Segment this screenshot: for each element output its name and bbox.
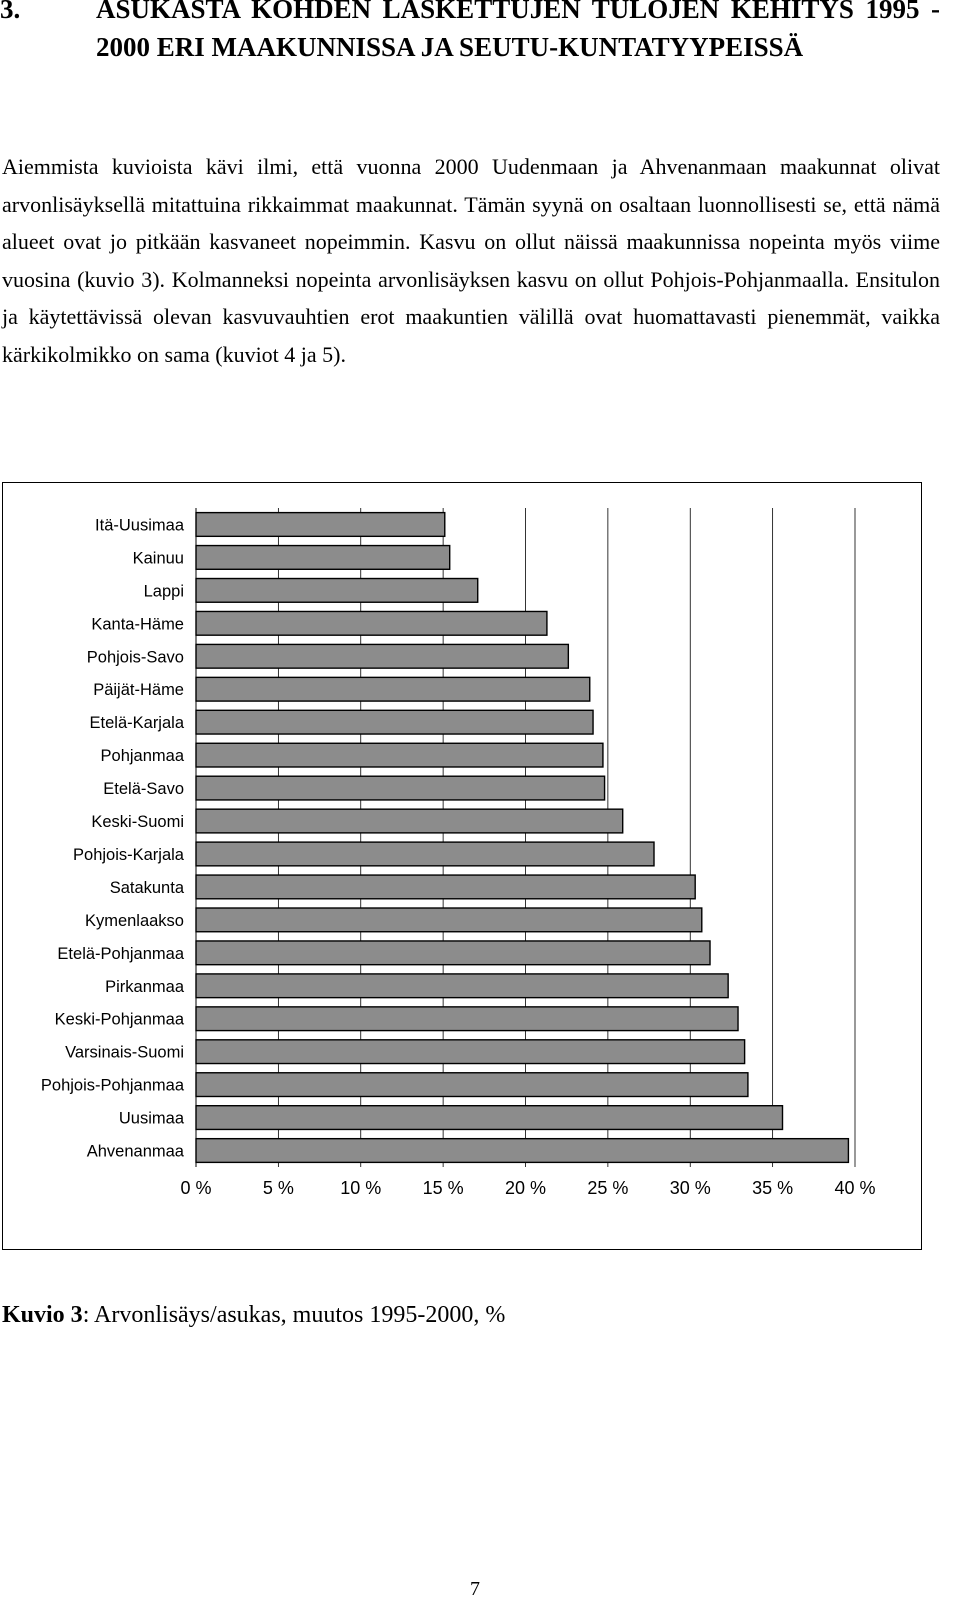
- category-label: Etelä-Karjala: [90, 714, 185, 732]
- category-label: Lappi: [144, 582, 184, 600]
- section-title: ASUKASTA KOHDEN LASKETTUJEN TULOJEN KEHI…: [96, 0, 940, 62]
- category-label: Satakunta: [110, 879, 185, 897]
- bar: [195, 544, 451, 570]
- category-label: Päijät-Häme: [93, 681, 184, 699]
- x-tick-label: 40 %: [834, 1178, 875, 1198]
- category-label: Keski-Suomi: [91, 813, 184, 831]
- bar: [195, 973, 729, 999]
- category-label: Pohjois-Pohjanmaa: [41, 1077, 185, 1095]
- category-label: Etelä-Pohjanmaa: [57, 945, 184, 963]
- category-label: Kainuu: [133, 549, 184, 567]
- bar: [195, 643, 570, 669]
- x-tick-label: 35 %: [752, 1178, 793, 1198]
- bar: [195, 709, 594, 735]
- category-label: Pohjois-Savo: [87, 648, 184, 666]
- category-label: Ahvenanmaa: [87, 1143, 185, 1161]
- bar: [195, 511, 446, 538]
- category-label: Itä-Uusimaa: [95, 516, 185, 534]
- bar: [195, 874, 696, 900]
- bar: [195, 907, 703, 933]
- category-label: Pirkanmaa: [105, 978, 185, 996]
- bar: [195, 940, 711, 966]
- x-tick-label: 25 %: [587, 1178, 628, 1198]
- x-tick-label: 15 %: [423, 1178, 464, 1198]
- x-tick-label: 10 %: [340, 1178, 381, 1198]
- bar-chart: Itä-Uusimaa Kainuu Lappi Kanta-Häme Pohjois-…: [41, 508, 876, 1198]
- bar: [195, 742, 604, 768]
- page-number: 7: [470, 1578, 480, 1600]
- bar: [195, 676, 591, 702]
- x-tick-label: 30 %: [670, 1178, 711, 1198]
- figure-caption: Kuvio 3: Arvonlisäys/asukas, muutos 1995…: [2, 1300, 505, 1330]
- bar: [195, 841, 655, 867]
- bar: [195, 1039, 746, 1065]
- bar: [195, 1006, 739, 1032]
- caption-label: Kuvio 3: [2, 1302, 83, 1328]
- bar: [195, 577, 479, 603]
- bar: [195, 1137, 850, 1164]
- body-paragraph: Aiemmista kuvioista kävi ilmi, että vuon…: [2, 154, 940, 367]
- category-label: Pohjanmaa: [101, 747, 185, 765]
- category-label: Varsinais-Suomi: [65, 1044, 184, 1062]
- bar: [195, 775, 606, 801]
- section-number: 3.: [0, 0, 21, 24]
- category-label: Etelä-Savo: [103, 780, 184, 798]
- caption-text: : Arvonlisäys/asukas, muutos 1995-2000, …: [82, 1302, 506, 1328]
- category-label: Kanta-Häme: [91, 615, 184, 633]
- category-label: Uusimaa: [119, 1110, 185, 1128]
- x-tick-label: 0 %: [180, 1178, 211, 1198]
- bar: [195, 1105, 784, 1131]
- chart-frame: Itä-Uusimaa Kainuu Lappi Kanta-Häme Pohjois-…: [2, 482, 922, 1250]
- bar: [195, 808, 624, 834]
- bar: [195, 1072, 749, 1098]
- bar: [195, 610, 548, 636]
- category-label: Kymenlaakso: [85, 912, 184, 930]
- category-label: Keski-Pohjanmaa: [55, 1011, 185, 1029]
- x-tick-label: 5 %: [263, 1178, 294, 1198]
- category-label: Pohjois-Karjala: [73, 846, 185, 864]
- x-tick-label: 20 %: [505, 1178, 546, 1198]
